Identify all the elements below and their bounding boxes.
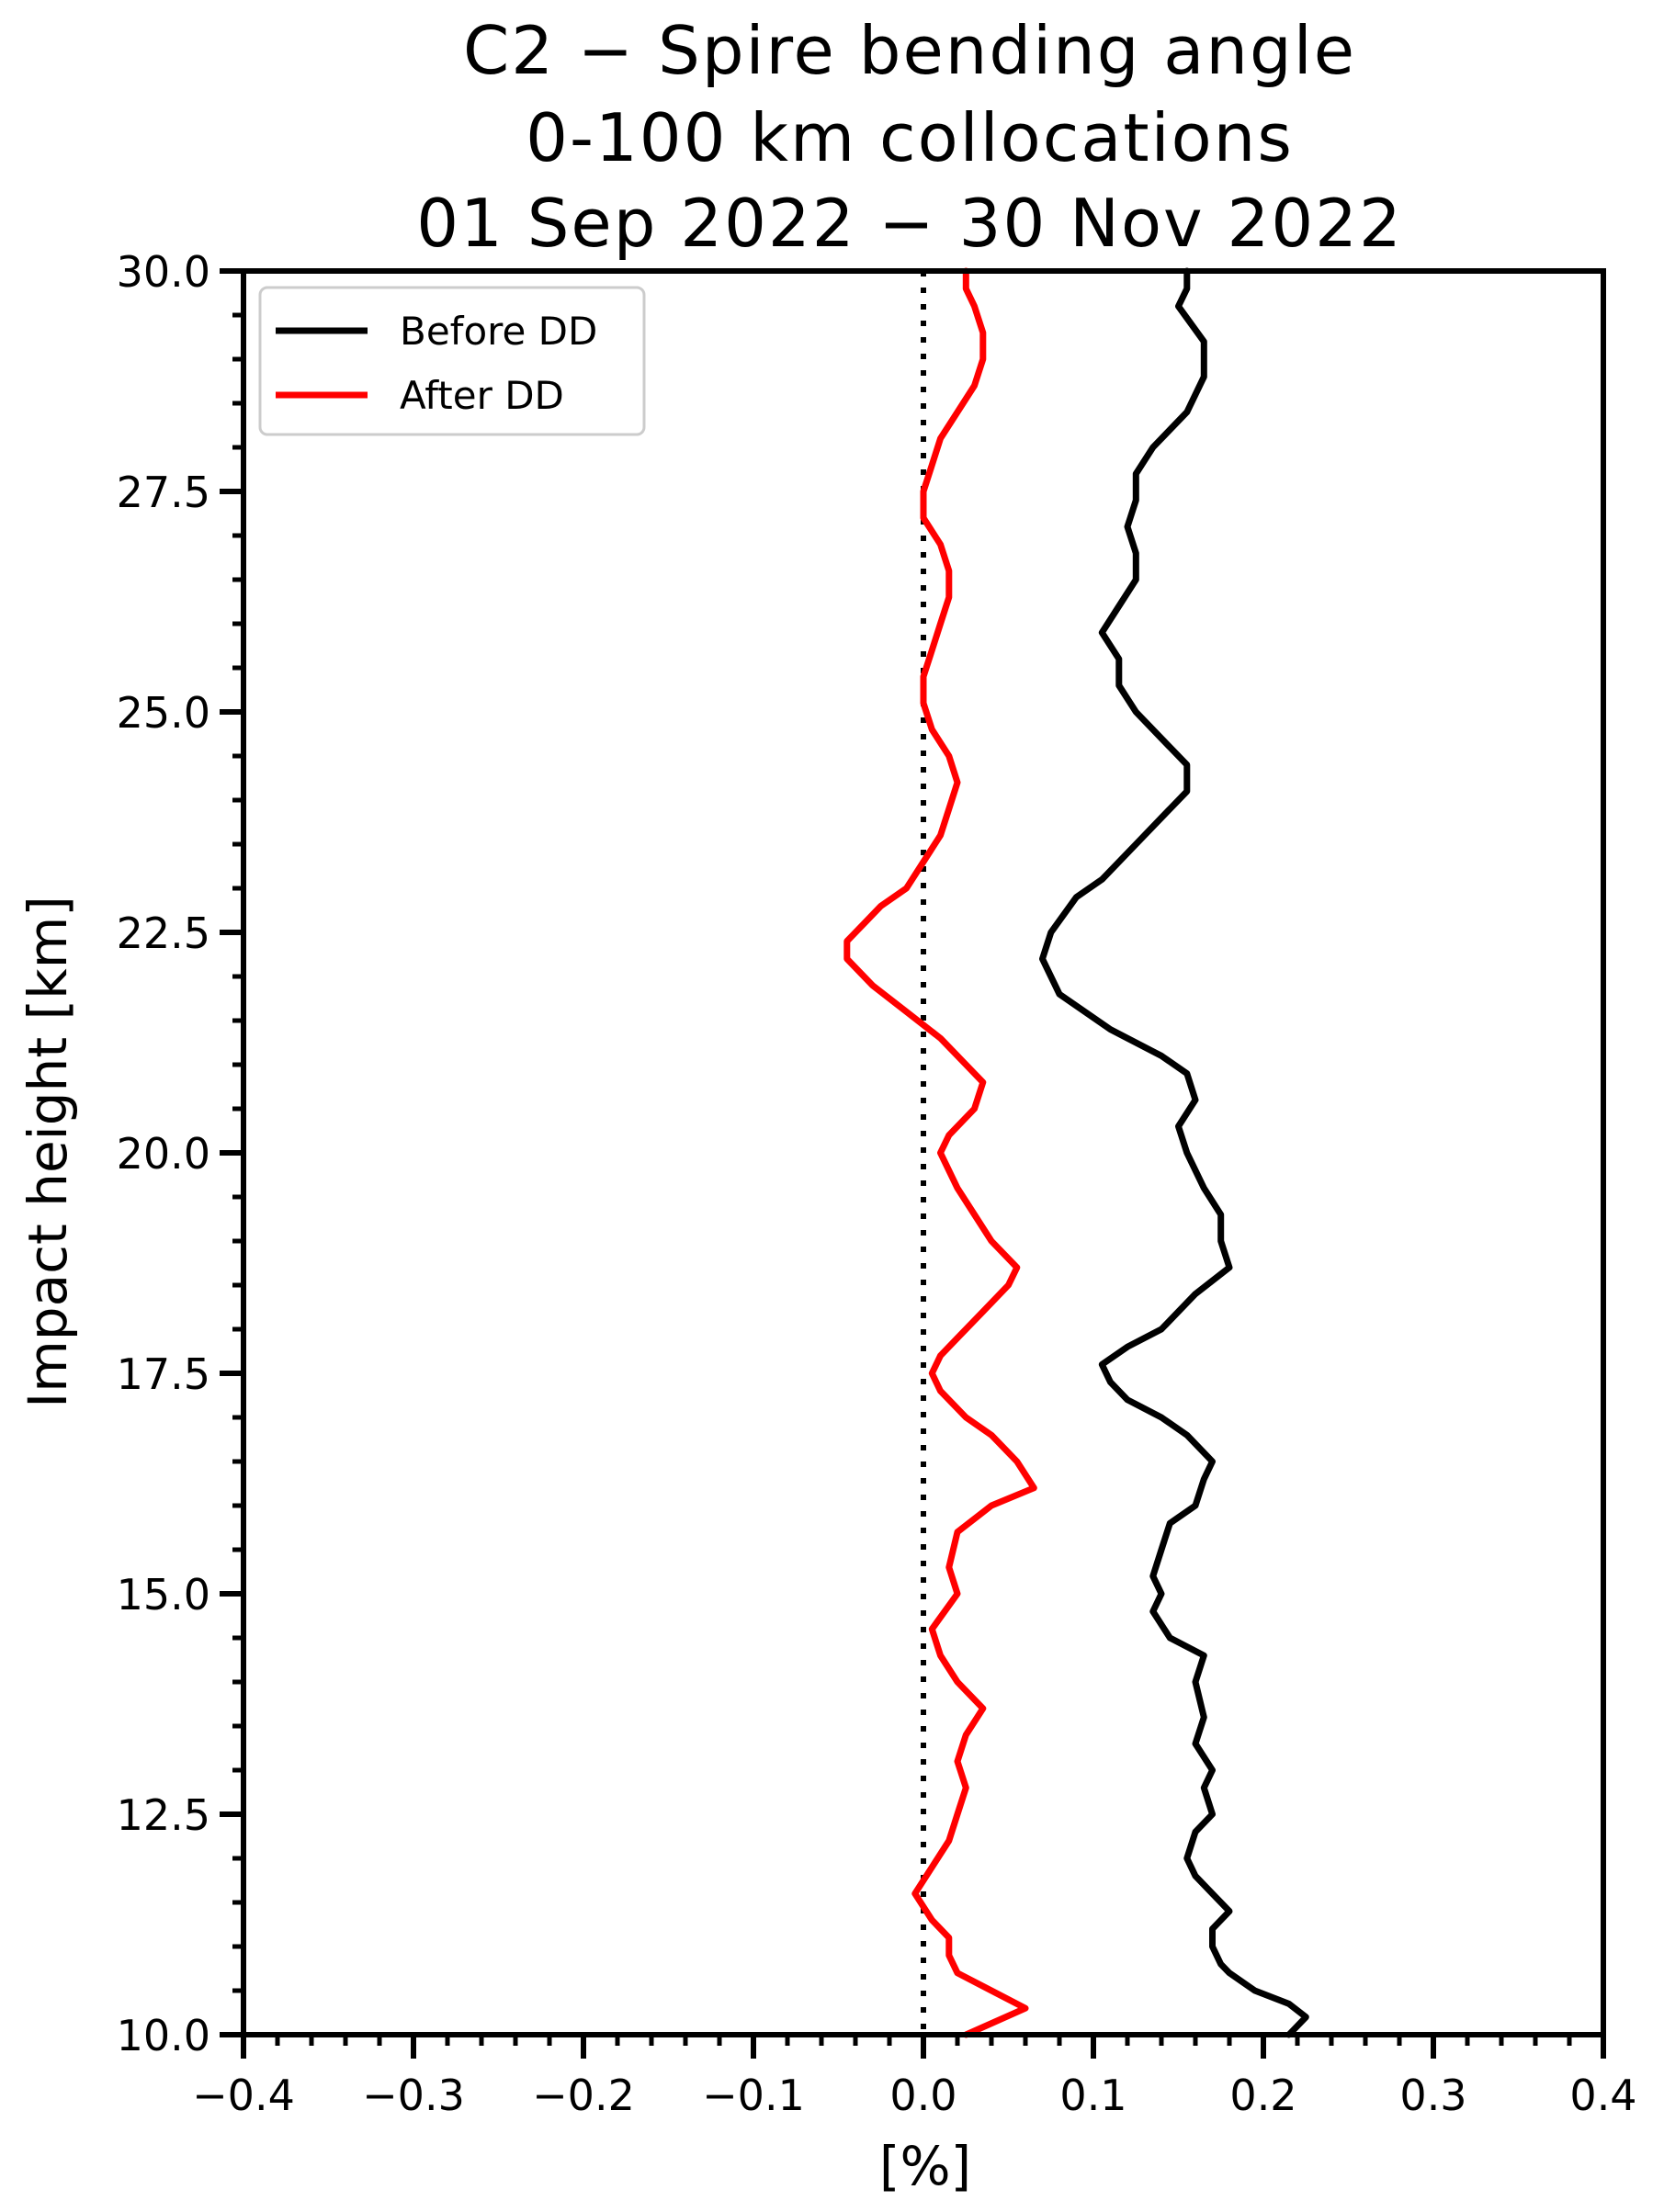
y-tick-label: 22.5 — [117, 908, 210, 958]
legend-label-before-dd: Before DD — [400, 309, 597, 354]
y-tick-label: 10.0 — [117, 2011, 210, 2060]
x-tick-label: 0.1 — [1059, 2071, 1126, 2120]
x-tick-label: 0.0 — [889, 2071, 957, 2120]
chart-title: C2 − Spire bending angle 0-100 km colloc… — [416, 12, 1403, 262]
y-tick-label: 15.0 — [117, 1570, 210, 1620]
chart-title-line-1: C2 − Spire bending angle — [463, 12, 1356, 89]
y-tick-label: 27.5 — [117, 468, 210, 517]
x-tick-label: −0.2 — [532, 2071, 635, 2120]
x-tick-label: −0.1 — [702, 2071, 805, 2120]
x-tick-label: −0.3 — [362, 2071, 465, 2120]
tick-labels: −0.4 −0.3 −0.2 −0.1 0.0 0.1 0.2 0.3 0.4 10.0 12.5 1… — [117, 247, 1637, 2120]
y-tick-label: 30.0 — [117, 247, 210, 297]
plot-frame — [241, 268, 1606, 2037]
chart-title-line-3: 01 Sep 2022 − 30 Nov 2022 — [416, 185, 1403, 262]
series-layer — [843, 267, 1309, 2038]
series-line-before-dd — [1039, 267, 1309, 2038]
major-ticks — [220, 268, 1606, 2059]
chart-title-line-2: 0-100 km collocations — [526, 99, 1294, 176]
y-tick-label: 12.5 — [117, 1790, 210, 1840]
y-tick-label: 20.0 — [117, 1129, 210, 1179]
plot-area: −0.4 −0.3 −0.2 −0.1 0.0 0.1 0.2 0.3 0.4 10.0 12.5 1… — [117, 247, 1637, 2120]
y-tick-label: 17.5 — [117, 1349, 210, 1399]
series-line-after-dd — [843, 267, 1037, 2038]
legend: Before DD After DD — [258, 286, 646, 436]
minor-ticks — [232, 268, 1606, 2046]
y-tick-label: 25.0 — [117, 688, 210, 738]
x-tick-label: 0.4 — [1569, 2071, 1636, 2120]
x-tick-label: −0.4 — [192, 2071, 295, 2120]
y-axis-label: Impact height [km] — [17, 896, 79, 1408]
x-axis-label: [%] — [879, 2135, 971, 2197]
x-tick-label: 0.2 — [1229, 2071, 1296, 2120]
x-tick-label: 0.3 — [1399, 2071, 1466, 2120]
legend-label-after-dd: After DD — [400, 373, 564, 418]
